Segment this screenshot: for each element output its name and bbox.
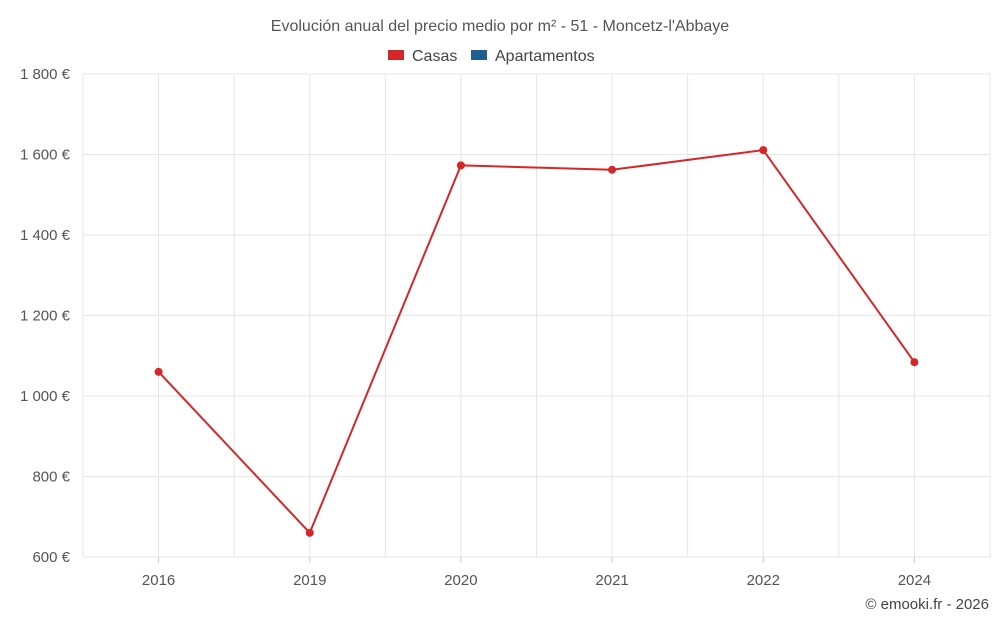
series-casas <box>154 146 919 537</box>
x-tick-label: 2022 <box>747 572 780 589</box>
x-tick-label: 2021 <box>595 572 628 589</box>
data-point[interactable] <box>456 161 465 170</box>
grid <box>82 73 991 558</box>
x-axis: 2016 2019 2020 2021 2022 2024 <box>142 557 931 589</box>
legend-label-apartamentos[interactable]: Apartamentos <box>495 48 595 65</box>
y-tick-label: 1 400 € <box>20 227 71 244</box>
x-tick-label: 2024 <box>898 572 931 589</box>
legend-label-casas[interactable]: Casas <box>412 48 457 65</box>
series-line-casas <box>157 149 916 534</box>
x-tick-label: 2019 <box>293 572 326 589</box>
y-tick-label: 1 800 € <box>20 66 71 83</box>
data-point[interactable] <box>305 528 314 537</box>
x-tick-label: 2020 <box>444 572 477 589</box>
y-tick-label: 800 € <box>32 469 70 486</box>
legend-swatch-apartamentos <box>471 50 487 60</box>
legend: Casas Apartamentos <box>388 48 595 65</box>
y-tick-label: 600 € <box>32 549 70 566</box>
y-tick-label: 1 200 € <box>20 308 71 325</box>
data-point[interactable] <box>910 358 919 367</box>
credit-text: © emooki.fr - 2026 <box>865 596 989 613</box>
x-tick-label: 2016 <box>142 572 175 589</box>
y-tick-label: 1 600 € <box>20 147 71 164</box>
chart-title: Evolución anual del precio medio por m² … <box>271 18 729 35</box>
legend-swatch-casas <box>388 50 404 60</box>
y-tick-label: 1 000 € <box>20 388 71 405</box>
y-axis: 600 € 800 € 1 000 € 1 200 € 1 400 € 1 600 € 1 … <box>20 66 71 566</box>
data-point[interactable] <box>154 367 163 376</box>
data-point[interactable] <box>608 165 617 174</box>
data-point[interactable] <box>759 146 768 155</box>
